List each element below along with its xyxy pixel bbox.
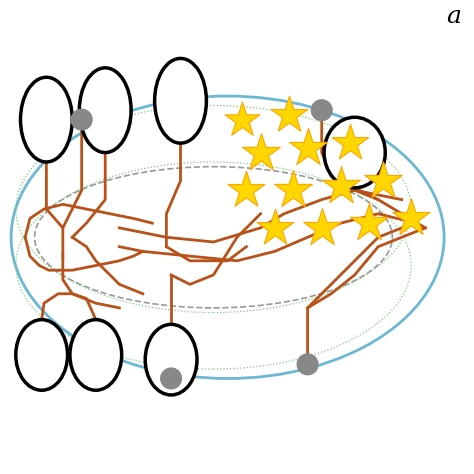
Point bbox=[285, 111, 292, 118]
Point bbox=[365, 219, 373, 227]
Circle shape bbox=[297, 354, 318, 375]
Point bbox=[271, 224, 278, 232]
Circle shape bbox=[311, 100, 332, 120]
Point bbox=[243, 186, 250, 194]
Circle shape bbox=[71, 109, 92, 130]
Point bbox=[318, 224, 326, 232]
Point bbox=[379, 177, 387, 184]
Circle shape bbox=[161, 368, 182, 389]
Point bbox=[257, 149, 264, 156]
Ellipse shape bbox=[324, 117, 385, 188]
Text: a: a bbox=[446, 5, 461, 27]
Point bbox=[304, 144, 311, 152]
Ellipse shape bbox=[155, 58, 206, 143]
Point bbox=[346, 139, 354, 147]
Point bbox=[337, 182, 344, 189]
Ellipse shape bbox=[70, 319, 122, 390]
Ellipse shape bbox=[20, 77, 72, 162]
Ellipse shape bbox=[16, 319, 68, 390]
Ellipse shape bbox=[145, 324, 197, 395]
Ellipse shape bbox=[79, 68, 131, 153]
Point bbox=[290, 186, 297, 194]
Point bbox=[238, 116, 246, 123]
Point bbox=[407, 215, 415, 222]
